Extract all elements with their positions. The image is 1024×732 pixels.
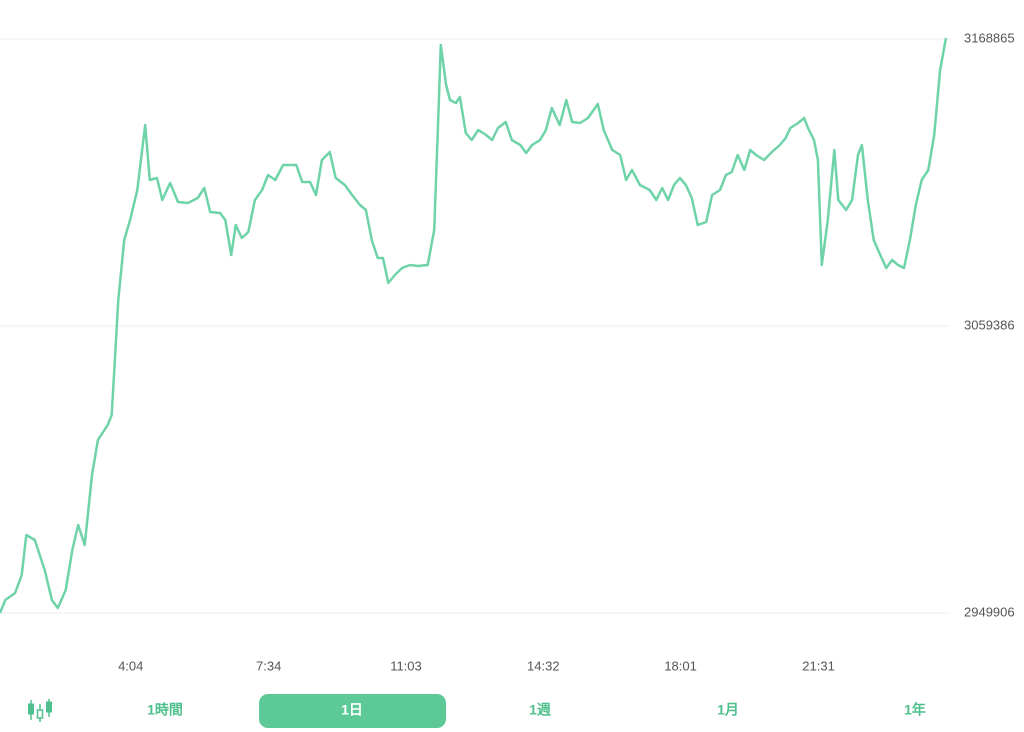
x-tick-label: 11:03 <box>390 658 422 673</box>
x-tick-label: 7:34 <box>256 658 281 673</box>
y-tick-label: 3059386 <box>964 317 1015 332</box>
chart-type-icon[interactable] <box>28 699 52 722</box>
x-tick-label: 4:04 <box>118 658 143 673</box>
tab[interactable]: 1週 <box>529 702 551 718</box>
x-tick-label: 21:31 <box>802 658 835 673</box>
x-tick-label: 18:01 <box>664 658 697 673</box>
x-tick-label: 14:32 <box>527 658 560 673</box>
tab-active[interactable]: 1日 <box>341 702 363 718</box>
tab[interactable]: 1月 <box>717 702 739 718</box>
tab[interactable]: 1時間 <box>147 702 183 718</box>
price-line <box>0 37 948 614</box>
tab[interactable]: 1年 <box>904 702 926 718</box>
y-tick-label: 3168865 <box>964 30 1015 45</box>
active-tab-bg[interactable] <box>259 694 446 728</box>
y-tick-label: 2949906 <box>964 604 1015 619</box>
